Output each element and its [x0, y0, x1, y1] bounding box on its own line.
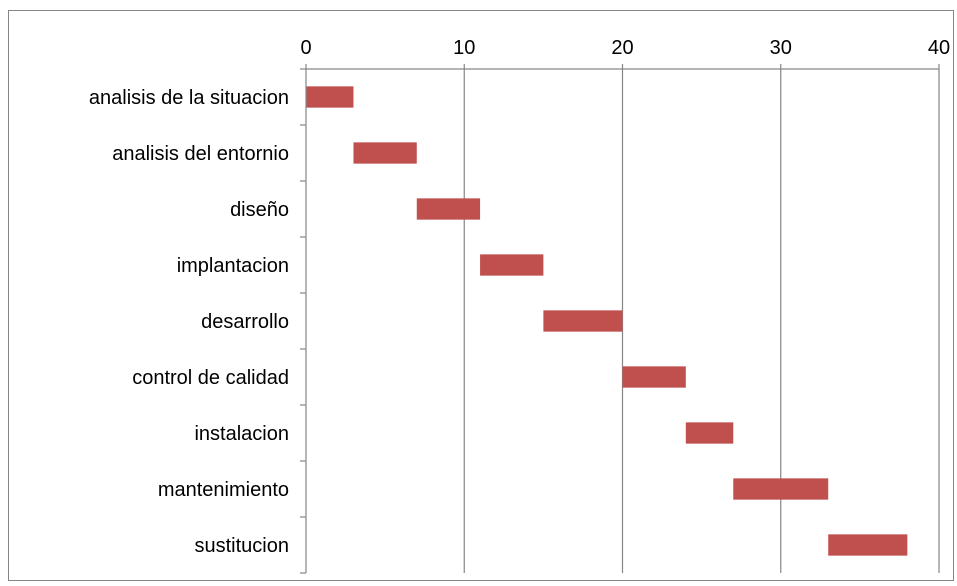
x-tick-label: 0 [300, 37, 311, 59]
bar-2 [416, 198, 481, 220]
category-label: analisis del entornio [112, 143, 289, 165]
x-tick-label: 10 [453, 37, 475, 59]
category-label: implantacion [177, 255, 289, 277]
bar-1 [353, 142, 417, 164]
gridlines [463, 69, 940, 573]
bar-3 [480, 254, 544, 276]
x-tick-label: 20 [611, 37, 633, 59]
category-label: diseño [230, 199, 289, 221]
bar-7 [733, 478, 829, 500]
bar-6 [685, 422, 734, 444]
category-label: desarrollo [201, 311, 289, 333]
category-label: analisis de la situacion [89, 87, 289, 109]
bars [306, 86, 908, 556]
bar-0 [306, 86, 354, 108]
bar-5 [622, 366, 686, 388]
x-tick-label: 40 [928, 37, 950, 59]
category-label: sustitucion [195, 535, 290, 557]
bar-4 [543, 310, 623, 332]
x-tick-label: 30 [770, 37, 792, 59]
axes [300, 64, 940, 574]
category-label: mantenimiento [158, 479, 289, 501]
gantt-chart: 0 10 20 30 40 analisis de la situacion analisi… [89, 37, 950, 574]
category-label: control de calidad [132, 367, 289, 389]
category-label: instalacion [194, 423, 289, 445]
chart-area: 0 10 20 30 40 analisis de la situacion analisi… [8, 10, 954, 581]
labels: 0 10 20 30 40 analisis de la situacion analisi… [89, 37, 950, 557]
bar-8 [828, 534, 908, 556]
